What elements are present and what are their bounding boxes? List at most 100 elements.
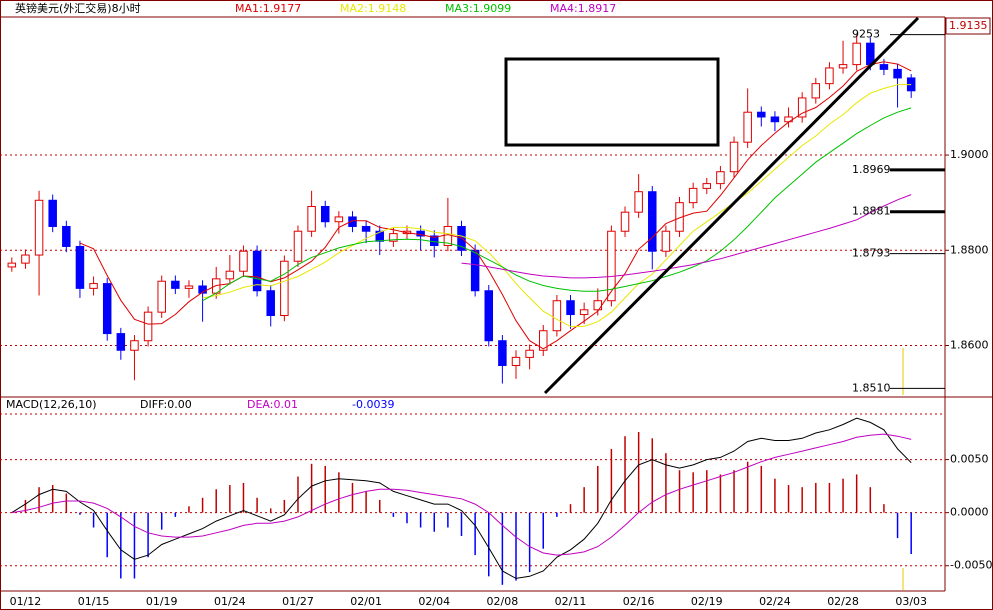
- legend-entry: MA1:1.9177: [235, 2, 301, 15]
- y-tick-label: 0.0050: [950, 453, 989, 466]
- y-tick-label: 0.0000: [950, 506, 989, 519]
- x-tick-label: 02/01: [350, 595, 382, 608]
- candle-body: [797, 97, 807, 118]
- x-tick-label: 01/15: [78, 595, 110, 608]
- legend-entry: DEA:0.01: [247, 398, 298, 411]
- candle-body: [511, 356, 521, 366]
- candle-body: [75, 245, 85, 289]
- trend-line: [543, 16, 920, 395]
- candle-body: [702, 183, 712, 189]
- candle-body: [770, 116, 780, 123]
- candle-body: [143, 311, 153, 342]
- current-price-box: [945, 17, 991, 35]
- legend-entry: -0.0039: [352, 398, 394, 411]
- series-line: [461, 194, 912, 279]
- annotation-box: [504, 57, 720, 147]
- candle-body: [157, 280, 166, 313]
- candle-body: [48, 199, 57, 227]
- panel-title: MACD(12,26,10): [6, 398, 97, 411]
- candle-body: [171, 280, 180, 289]
- candle-body: [198, 285, 207, 294]
- series-line: [11, 417, 912, 579]
- candle-body: [620, 211, 630, 232]
- candle-body: [102, 283, 112, 335]
- series-line: [79, 61, 912, 350]
- candle-body: [566, 300, 575, 316]
- x-tick-label: 02/24: [759, 595, 791, 608]
- candle-body: [7, 262, 17, 268]
- candle-body: [239, 250, 248, 272]
- candle-body: [825, 67, 834, 85]
- level-label: 1.8969: [852, 163, 891, 176]
- y-tick-label: -0.0050: [950, 559, 992, 572]
- candle-body: [21, 254, 30, 264]
- candle-body: [579, 309, 589, 316]
- candle-body: [252, 250, 262, 292]
- candle-body: [661, 230, 671, 252]
- candle-body: [62, 225, 71, 247]
- current-price: 1.9135: [949, 19, 988, 32]
- x-tick-label: 02/04: [418, 595, 450, 608]
- x-tick-label: 02/19: [691, 595, 723, 608]
- candle-body: [879, 64, 889, 70]
- candle-body: [280, 260, 289, 316]
- candle-body: [539, 330, 548, 351]
- candle-body: [470, 249, 480, 292]
- candle-body: [838, 64, 848, 69]
- x-tick-label: 01/12: [10, 595, 42, 608]
- x-tick-label: 02/08: [487, 595, 519, 608]
- candle-body: [634, 191, 643, 213]
- x-tick-label: 01/27: [282, 595, 314, 608]
- x-tick-label: 02/11: [555, 595, 587, 608]
- level-label: 1.8881: [852, 205, 891, 218]
- series-line: [202, 107, 912, 302]
- level-label: 9253: [852, 28, 880, 41]
- y-tick-label: 1.8600: [950, 338, 989, 351]
- candle-body: [729, 141, 739, 173]
- candle-body: [130, 340, 139, 351]
- candle-body: [389, 233, 398, 242]
- candle-body: [184, 285, 194, 289]
- chart-title: 英镑美元(外汇交易)8小时: [15, 1, 141, 15]
- candle-body: [89, 283, 98, 289]
- level-label: 1.8510: [852, 381, 891, 394]
- candle-body: [743, 111, 752, 143]
- legend-entry: MA3:1.9099: [445, 2, 511, 15]
- series-line: [11, 433, 912, 556]
- candle-body: [225, 270, 235, 280]
- y-tick-label: 1.9000: [950, 148, 989, 161]
- candle-body: [688, 187, 698, 204]
- candle-body: [334, 216, 344, 223]
- y-tick-label: 1.8800: [950, 243, 989, 256]
- x-tick-label: 01/24: [214, 595, 246, 608]
- candle-body: [484, 290, 494, 342]
- series-line: [202, 84, 912, 327]
- candle-body: [34, 199, 44, 256]
- x-tick-label: 01/19: [146, 595, 178, 608]
- candle-body: [307, 205, 316, 232]
- candle-body: [811, 83, 821, 99]
- candle-body: [525, 349, 534, 358]
- candle-body: [852, 42, 861, 66]
- candle-body: [348, 216, 357, 227]
- candle-body: [593, 300, 603, 311]
- candle-body: [320, 205, 330, 223]
- candle-body: [607, 230, 616, 302]
- legend-entry: MA4:1.8917: [550, 2, 616, 15]
- candle-body: [757, 111, 766, 118]
- candle-body: [552, 300, 562, 332]
- x-tick-label: 03/03: [895, 595, 927, 608]
- level-label: 1.8793: [852, 247, 891, 260]
- legend-entry: DIFF:0.00: [140, 398, 192, 411]
- candle-body: [266, 290, 275, 316]
- legend-entry: MA2:1.9148: [340, 2, 406, 15]
- x-tick-label: 02/16: [623, 595, 655, 608]
- candle-body: [716, 171, 725, 185]
- candle-body: [648, 191, 657, 252]
- candle-body: [116, 333, 126, 351]
- candle-body: [293, 230, 303, 262]
- candle-body: [893, 68, 902, 79]
- x-tick-label: 02/28: [827, 595, 859, 608]
